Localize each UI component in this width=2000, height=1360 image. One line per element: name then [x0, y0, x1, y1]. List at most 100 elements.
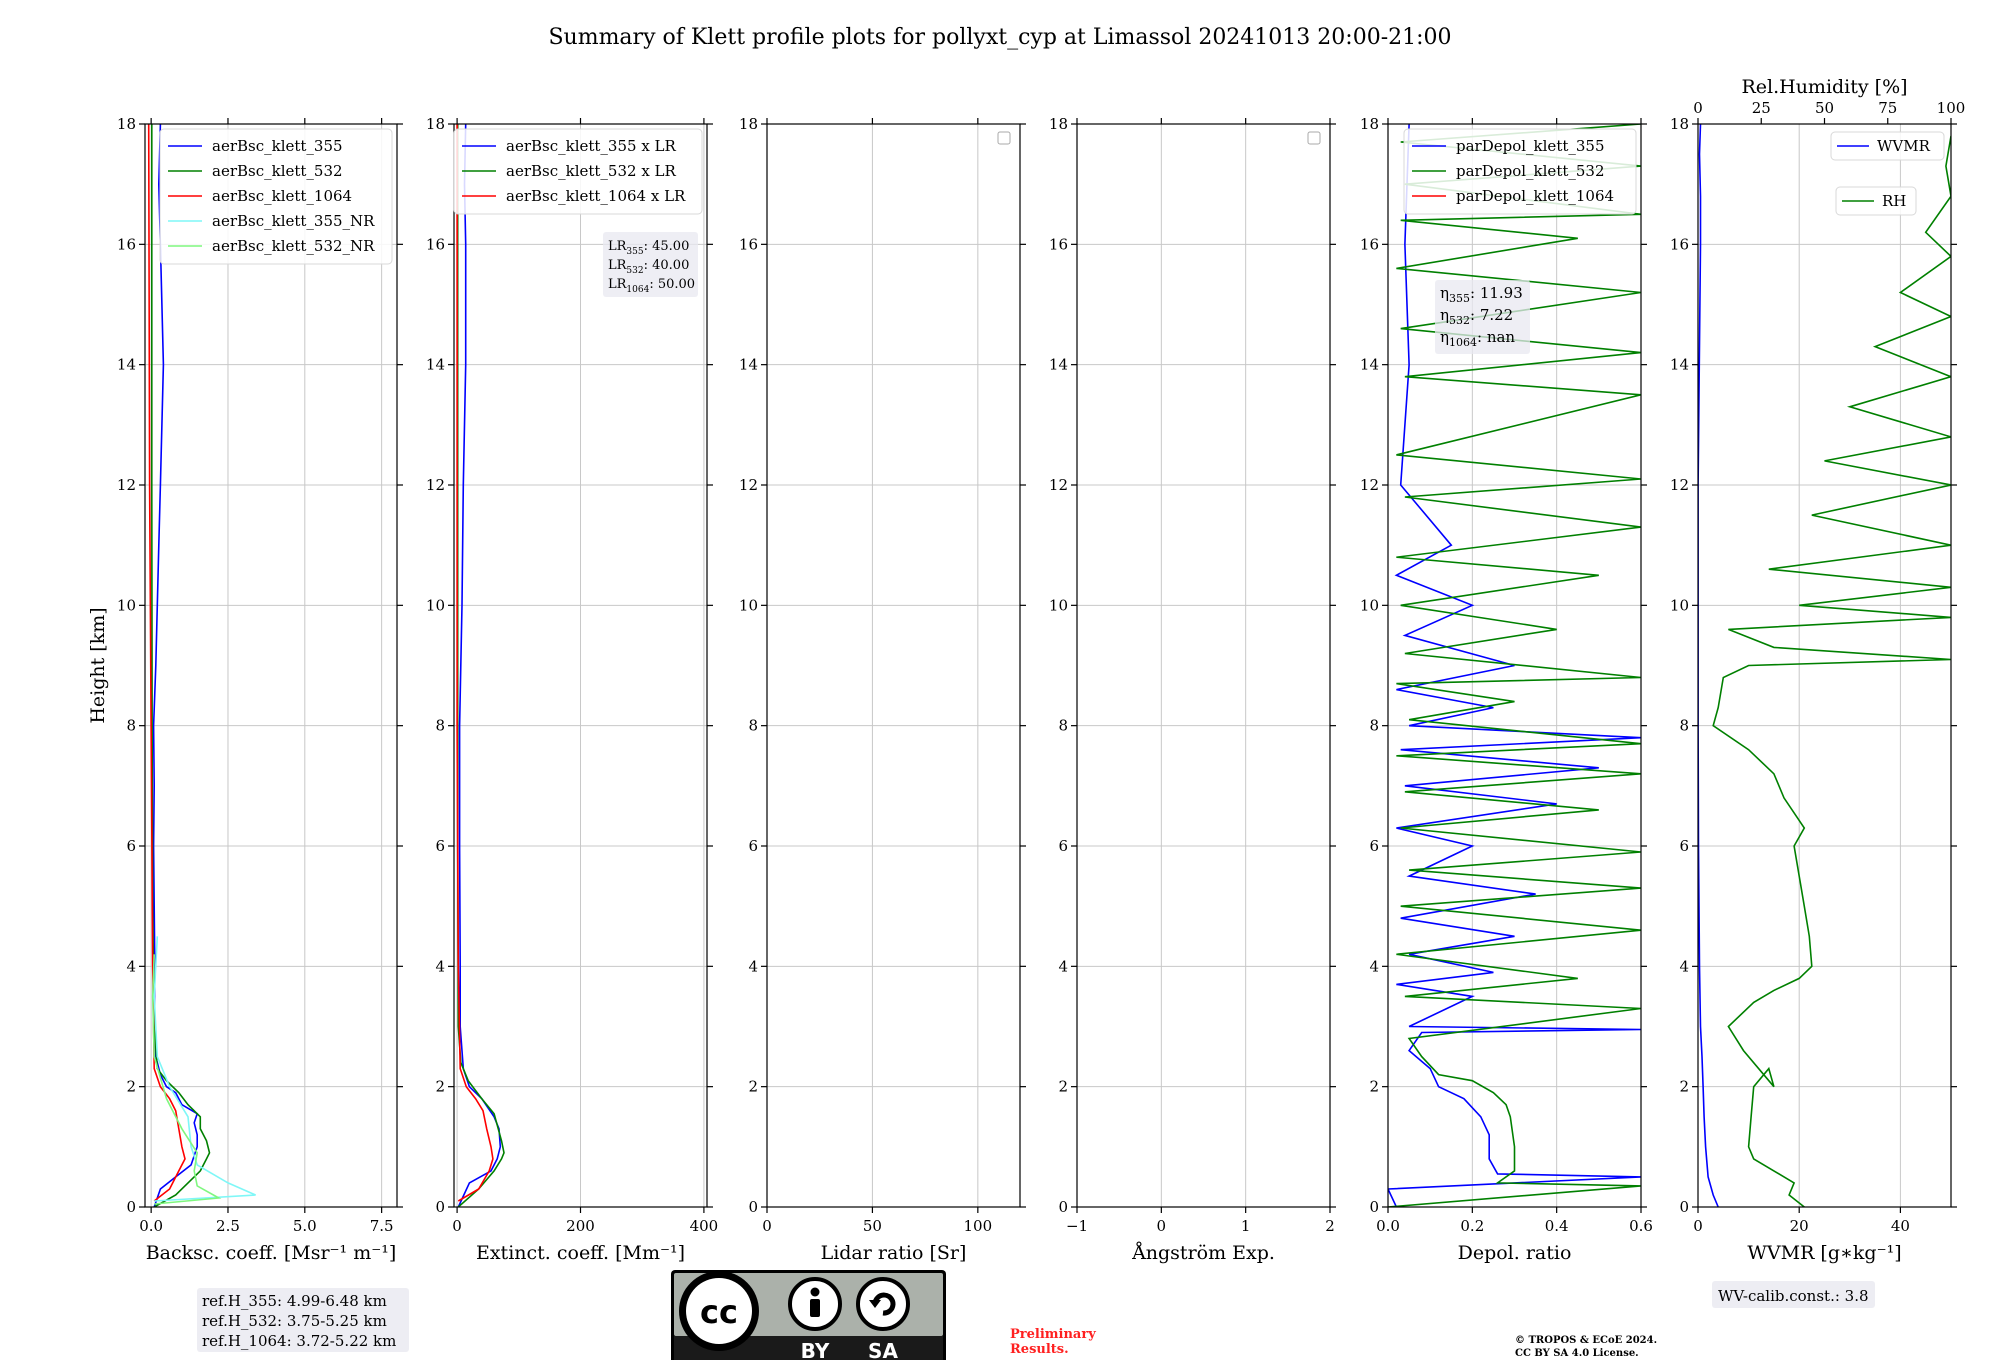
y-tick-label: 2: [126, 1078, 136, 1096]
annotation-line: LR355: 45.00: [608, 239, 689, 257]
preliminary-line-2: Results.: [1010, 1342, 1069, 1357]
y-tick-label: 6: [1679, 837, 1689, 855]
y-tick-label: 4: [1369, 957, 1379, 975]
series-line-parDepol_klett_355: [1388, 124, 1641, 1207]
copyright-line-2: CC BY SA 4.0 License.: [1515, 1348, 1639, 1359]
y-tick-label: 12: [426, 476, 445, 494]
y-tick-label: 18: [117, 115, 136, 133]
legend-label: aerBsc_klett_355_NR: [212, 212, 375, 230]
legend: aerBsc_klett_355 aerBsc_klett_532 aerBsc_k…: [159, 128, 393, 265]
legend-label: parDepol_klett_355: [1456, 137, 1605, 155]
y-tick-label: 6: [435, 837, 445, 855]
annotation-line: LR532: 40.00: [608, 258, 689, 276]
creative-commons-icon-inner: [686, 1278, 752, 1344]
y-tick-label: 14: [1049, 356, 1068, 374]
y-tick-label: 0: [1058, 1198, 1068, 1216]
y-tick-label: 4: [1058, 957, 1068, 975]
y-tick-label: 2: [1058, 1078, 1068, 1096]
y-tick-label: 12: [117, 476, 136, 494]
x-tick-label: −1: [1066, 1217, 1088, 1235]
axes-frame: [1387, 123, 1642, 1208]
axes-frame: [144, 123, 398, 1208]
legend: aerBsc_klett_355 x LR aerBsc_klett_532 x …: [453, 128, 703, 215]
y-tick-label: 16: [117, 235, 136, 253]
annotation-line: LR1064: 50.00: [608, 277, 695, 295]
legend-label: aerBsc_klett_355: [212, 137, 343, 155]
axes-frame: [1076, 123, 1331, 1208]
x-tick-label: 50: [863, 1217, 882, 1235]
x-tick-label: 0: [452, 1217, 462, 1235]
share-alike-icon: [856, 1277, 910, 1331]
legend-label: parDepol_klett_532: [1456, 162, 1605, 180]
y-tick-label: 14: [1670, 356, 1689, 374]
y-tick-label: 16: [1049, 235, 1068, 253]
y-tick-label: 16: [1670, 235, 1689, 253]
y-tick-label: 16: [739, 235, 758, 253]
legend-box: [1830, 131, 1945, 161]
series-line-RH: [1712, 135, 1951, 1207]
person-body: [810, 1299, 820, 1317]
y-tick-label: 6: [1369, 837, 1379, 855]
x-tick-label: 7.5: [370, 1217, 394, 1235]
empty-legend-box: [997, 131, 1011, 145]
x-tick-label: 0.0: [139, 1217, 163, 1235]
series-group: [456, 124, 505, 1207]
share-alike-arrow: [869, 1300, 881, 1308]
badge-by-label: BY: [801, 1339, 830, 1360]
x-axis-label: Backsc. coeff. [Msr⁻¹ m⁻¹]: [146, 1242, 397, 1264]
legend: parDepol_klett_355 parDepol_klett_532 parD…: [1403, 128, 1637, 215]
series-line-aerBsc_klett_532_NR: [151, 954, 222, 1205]
legend-box: [1403, 128, 1637, 215]
y-tick-label: 4: [126, 957, 136, 975]
y-tick-label: 4: [748, 957, 758, 975]
empty-legend-box: [1307, 131, 1321, 145]
y-tick-label: 2: [1679, 1078, 1689, 1096]
person-head: [810, 1287, 820, 1297]
series-line-aerBsc_klett_1064 x LR: [456, 124, 494, 1202]
y-tick-label: 12: [1360, 476, 1379, 494]
y-tick-label: 18: [1049, 115, 1068, 133]
x-tick-label: 40: [1891, 1217, 1910, 1235]
y-tick-label: 0: [126, 1198, 136, 1216]
y-tick-label: 18: [739, 115, 758, 133]
x-tick-label: 2: [1325, 1217, 1335, 1235]
legend-label: aerBsc_klett_1064 x LR: [506, 187, 686, 205]
series-line-aerBsc_klett_532: [151, 124, 211, 1207]
y-tick-label: 12: [1670, 476, 1689, 494]
legend-label: RH: [1882, 192, 1906, 210]
y-tick-label: 18: [1360, 115, 1379, 133]
y-tick-label: 2: [748, 1078, 758, 1096]
y-tick-label: 18: [426, 115, 445, 133]
y-tick-label: 10: [1049, 596, 1068, 614]
y-tick-label: 8: [1369, 717, 1379, 735]
legend-box: [453, 128, 703, 215]
legend-label: WVMR: [1877, 137, 1931, 155]
x-tick-label: 100: [964, 1217, 993, 1235]
creative-commons-label: cc: [700, 1293, 738, 1331]
y-tick-label: 12: [739, 476, 758, 494]
legend-box: [159, 128, 393, 265]
x-tick-label: 400: [690, 1217, 719, 1235]
y-tick-label: 4: [435, 957, 445, 975]
y-tick-label: 14: [117, 356, 136, 374]
badge-sa-label: SA: [868, 1339, 898, 1360]
y-tick-label: 10: [1670, 596, 1689, 614]
x-tick-label: 0: [1693, 1217, 1703, 1235]
series-group: [1698, 124, 1951, 1207]
series-group: [147, 124, 256, 1207]
y-tick-label: 6: [748, 837, 758, 855]
annotation-background: [603, 232, 698, 297]
reference-height-line: ref.H_355: 4.99-6.48 km: [202, 1292, 387, 1310]
legend-label: aerBsc_klett_532 x LR: [506, 162, 677, 180]
x-axis-label: Extinct. coeff. [Mm⁻¹]: [476, 1242, 685, 1264]
top-x-tick-label: 25: [1752, 99, 1771, 117]
legend-label: parDepol_klett_1064: [1456, 187, 1614, 205]
y-tick-label: 8: [126, 717, 136, 735]
reference-height-box: ref.H_355: 4.99-6.48 km ref.H_532: 3.75-5…: [197, 1288, 409, 1352]
y-tick-label: 16: [426, 235, 445, 253]
cc-by-sa-license-badge: cc BY SA: [671, 1270, 946, 1360]
series-line-aerBsc_klett_532 x LR: [456, 124, 505, 1207]
y-tick-label: 0: [1679, 1198, 1689, 1216]
annotation-background: [1435, 280, 1530, 354]
